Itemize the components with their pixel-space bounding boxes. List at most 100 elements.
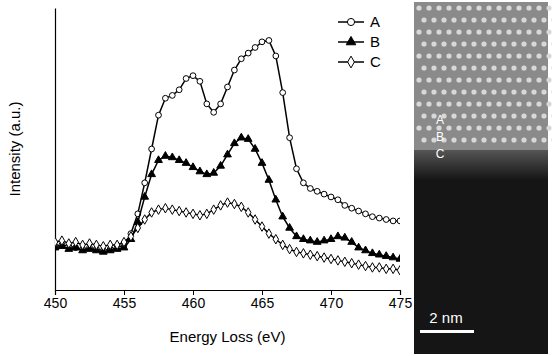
atom-column — [516, 125, 521, 130]
series-marker — [390, 218, 396, 224]
atom-column — [416, 53, 421, 58]
series-marker — [239, 202, 244, 211]
atom-column — [441, 89, 446, 94]
series-marker — [308, 250, 313, 259]
atom-column — [536, 53, 541, 58]
atom-column — [531, 65, 536, 70]
atom-column — [426, 77, 431, 82]
series-marker — [377, 263, 382, 272]
atom-column — [531, 17, 536, 22]
series-marker — [245, 208, 250, 217]
atom-column — [431, 89, 436, 94]
atom-column — [431, 41, 436, 46]
atom-column — [471, 41, 476, 46]
atom-column — [456, 77, 461, 82]
atom-column — [416, 101, 421, 106]
series-marker — [190, 73, 196, 79]
series-marker — [148, 170, 156, 177]
series-marker — [382, 252, 390, 259]
atom-column — [476, 101, 481, 106]
atom-column — [426, 5, 431, 10]
micrograph — [414, 2, 552, 354]
atom-column — [546, 77, 551, 82]
atom-column — [521, 17, 526, 22]
atom-column — [491, 137, 496, 142]
atom-column — [476, 125, 481, 130]
atom-column — [521, 89, 526, 94]
x-tick: 470 — [320, 290, 344, 311]
region-label: C — [436, 147, 445, 161]
x-tick: 460 — [182, 290, 206, 311]
series-marker — [175, 156, 183, 163]
series-marker — [335, 197, 341, 203]
series-marker — [162, 152, 170, 159]
series-marker — [251, 145, 259, 152]
legend-marker — [348, 56, 355, 68]
atom-column — [521, 113, 526, 118]
atom-column — [496, 77, 501, 82]
atom-column — [436, 101, 441, 106]
atom-column — [541, 17, 546, 22]
series-layer — [55, 38, 400, 275]
series-line — [55, 138, 400, 259]
atom-column — [426, 101, 431, 106]
atom-column — [546, 101, 551, 106]
atom-column — [481, 65, 486, 70]
atom-column — [446, 5, 451, 10]
series-marker — [389, 253, 397, 260]
series-marker — [141, 192, 149, 199]
series-marker — [396, 255, 400, 262]
atom-column — [421, 17, 426, 22]
atom-column — [466, 53, 471, 58]
series-marker — [335, 256, 340, 265]
series-marker — [273, 234, 278, 243]
series-marker — [307, 186, 313, 192]
plot: 450455460465470475ABC — [44, 9, 413, 311]
atom-column — [501, 137, 506, 142]
series-marker — [55, 237, 58, 246]
series-marker — [342, 257, 347, 266]
atom-column — [456, 5, 461, 10]
atom-column — [441, 65, 446, 70]
series-marker — [301, 249, 306, 258]
scale-bar-label: 2 nm — [429, 309, 462, 326]
series-marker — [280, 240, 285, 249]
series-marker — [59, 236, 64, 245]
series-marker — [301, 180, 307, 186]
x-axis: 450455460465470475 — [44, 290, 413, 311]
atom-column — [481, 137, 486, 142]
series-line — [55, 40, 400, 250]
atom-column — [431, 65, 436, 70]
atom-column — [511, 137, 516, 142]
atom-column — [531, 137, 536, 142]
atom-column — [521, 137, 526, 142]
atom-column — [501, 17, 506, 22]
series-marker — [286, 223, 294, 230]
atom-column — [456, 29, 461, 34]
series-marker — [328, 194, 334, 200]
atom-column — [541, 41, 546, 46]
series-marker — [66, 239, 71, 248]
atom-column — [436, 77, 441, 82]
atom-column — [511, 89, 516, 94]
series-marker — [300, 235, 308, 242]
series-marker — [197, 211, 202, 220]
atom-column — [421, 41, 426, 46]
atom-column — [551, 17, 552, 22]
atom-column — [421, 113, 426, 118]
atom-column — [481, 89, 486, 94]
atom-column — [496, 29, 501, 34]
atom-column — [516, 5, 521, 10]
atom-column — [516, 29, 521, 34]
series-marker — [183, 76, 189, 82]
atom-column — [481, 17, 486, 22]
atom-column — [446, 125, 451, 130]
series-marker — [87, 239, 92, 248]
atom-column — [491, 113, 496, 118]
atom-column — [426, 29, 431, 34]
series-marker — [280, 90, 286, 96]
series-marker — [369, 249, 377, 256]
x-tick-label: 455 — [113, 295, 137, 311]
series-marker — [356, 260, 361, 269]
atom-column — [541, 137, 546, 142]
